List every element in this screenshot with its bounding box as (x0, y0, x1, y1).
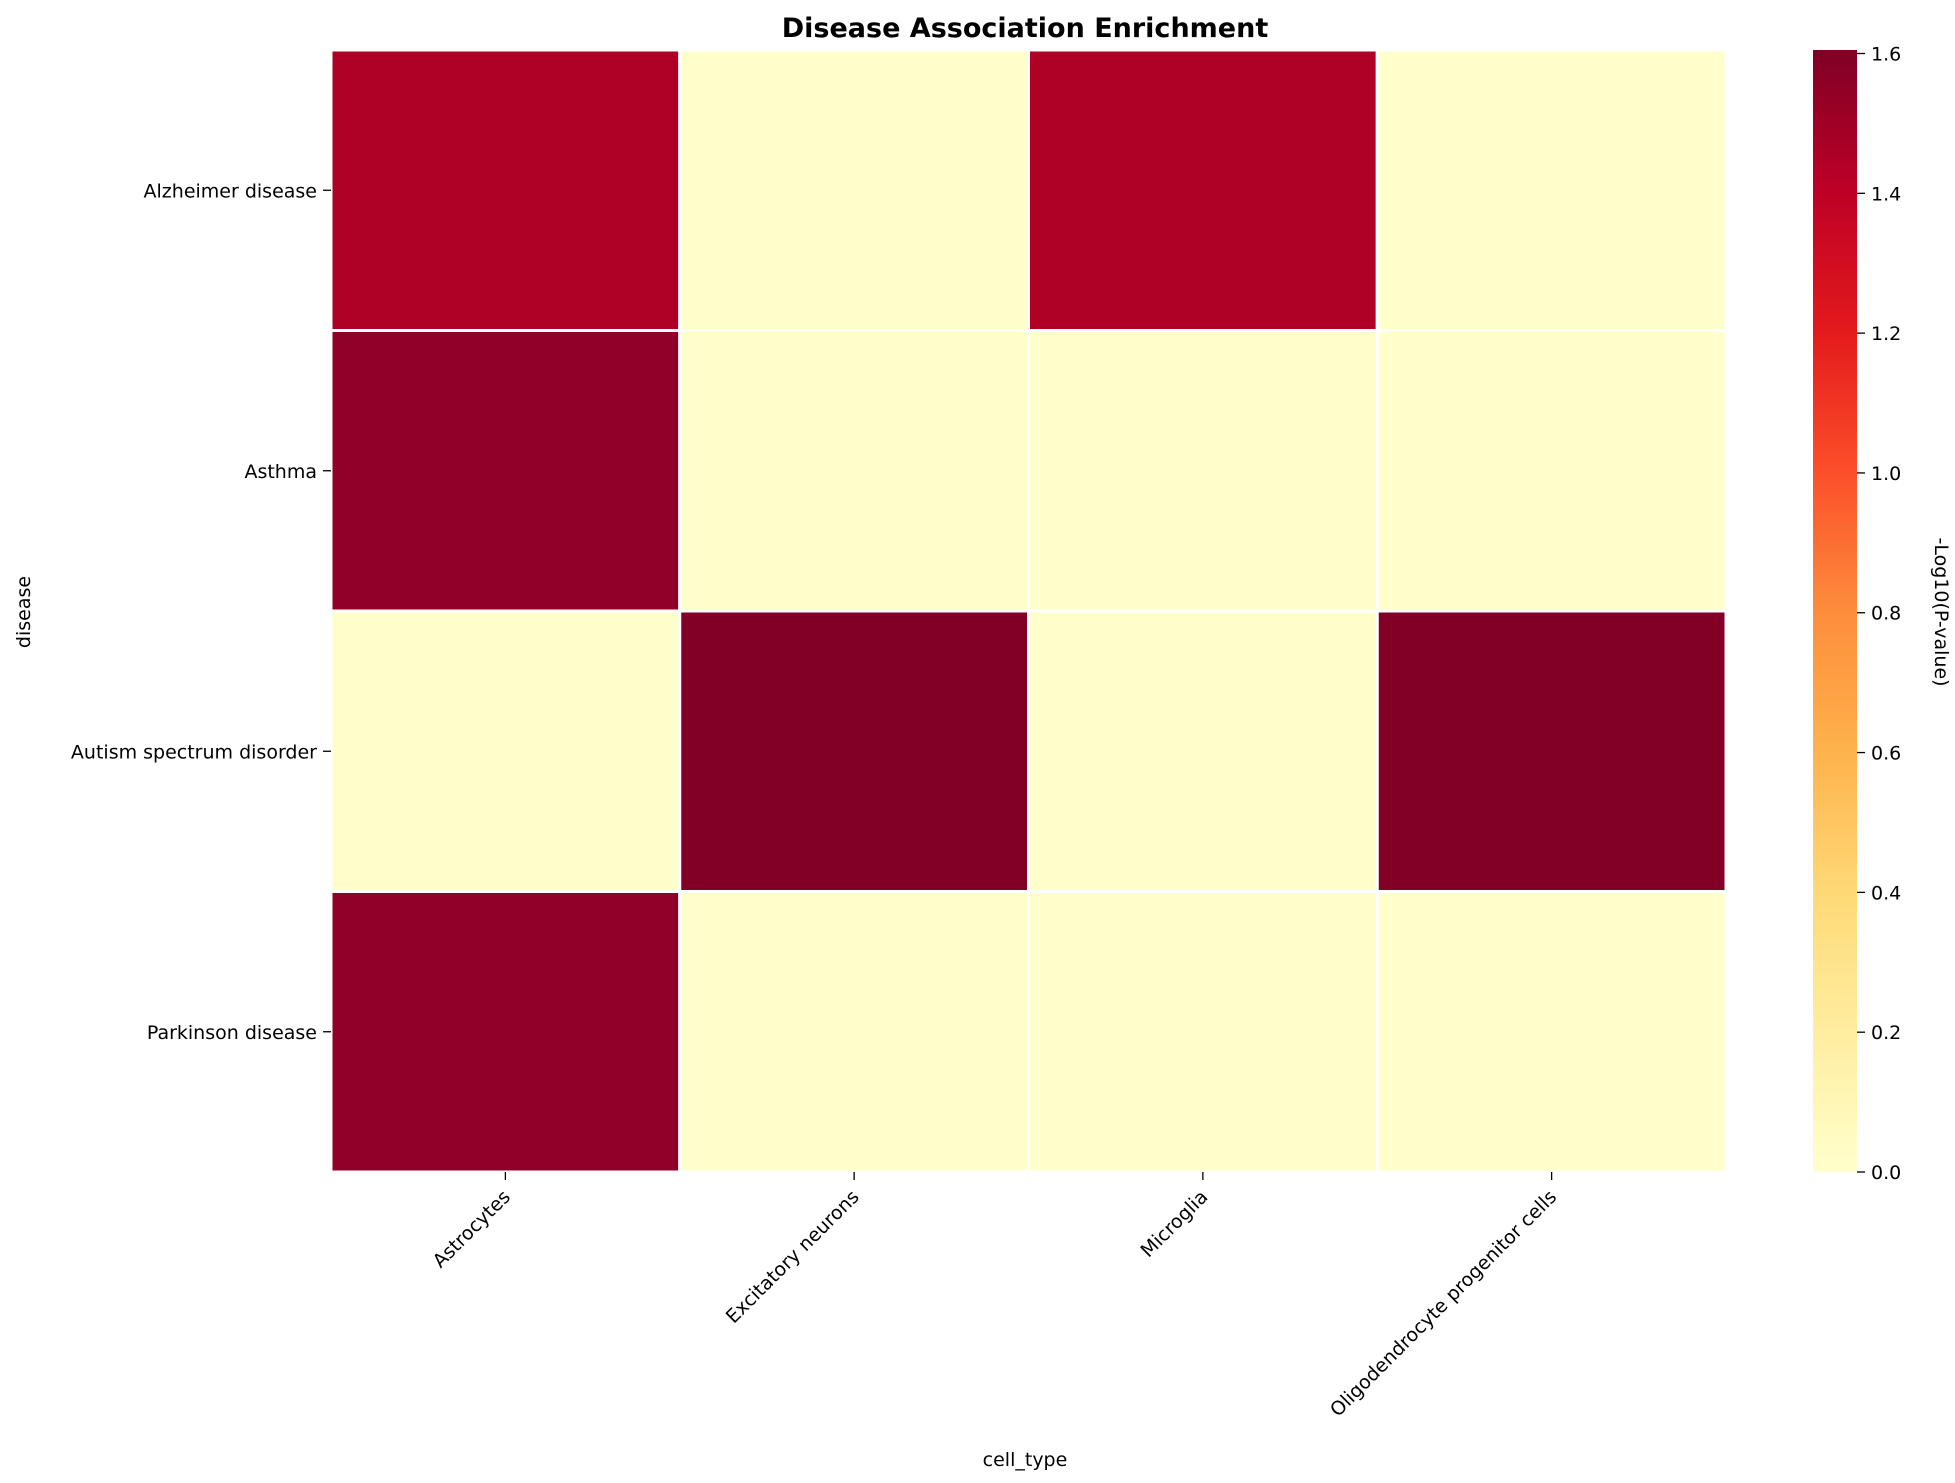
y-axis-ticks: Alzheimer disease Asthma Autism spectrum d… (71, 180, 331, 1044)
heatmap-cell (1375, 890, 1728, 1174)
y-tick-label: Parkinson disease (147, 1022, 317, 1044)
y-tick-label: Alzheimer disease (144, 180, 317, 202)
heatmap-cell (678, 48, 1030, 332)
y-tick-label: Autism spectrum disorder (71, 741, 317, 763)
y-axis-label: disease (13, 576, 35, 648)
heatmap-cell (1027, 609, 1379, 893)
heatmap-cell (1375, 609, 1728, 893)
heatmap-cell (1027, 48, 1379, 332)
colorbar-tick-label: 0.2 (1871, 1022, 1901, 1044)
chart-title: Disease Association Enrichment (782, 13, 1269, 44)
colorbar-tick-label: 0.6 (1871, 743, 1901, 765)
heatmap-cell (329, 48, 682, 332)
x-tick-label: Astrocytes (429, 1186, 515, 1272)
colorbar-tick-label: 1.6 (1871, 43, 1901, 65)
heatmap-cell (1375, 329, 1728, 613)
x-axis-label: cell_type (983, 1449, 1068, 1471)
heatmap-cell (678, 609, 1030, 893)
heatmap-cell (1027, 890, 1379, 1174)
x-tick-label: Excitatory neurons (722, 1186, 864, 1328)
heatmap-cells (329, 48, 1728, 1174)
heatmap-cell (329, 329, 682, 613)
heatmap-cell (1027, 329, 1379, 613)
colorbar-tick-label: 1.4 (1871, 183, 1901, 205)
x-axis-ticks: Astrocytes Excitatory neurons Microglia Oli… (429, 1172, 1561, 1421)
heatmap-cell (1375, 48, 1728, 332)
colorbar-tick-label: 1.2 (1871, 323, 1901, 345)
y-tick-label: Asthma (244, 461, 317, 483)
heatmap-cell (329, 609, 682, 893)
colorbar-tick-label: 1.0 (1871, 463, 1901, 485)
colorbar-label: -Log10(P-value) (1930, 537, 1952, 686)
colorbar-tick-label: 0.8 (1871, 603, 1901, 625)
x-tick-label: Microglia (1136, 1186, 1212, 1262)
heatmap-cell (678, 329, 1030, 613)
colorbar-tick-label: 0.0 (1871, 1162, 1901, 1184)
heatmap-cell (678, 890, 1030, 1174)
colorbar-tick-label: 0.4 (1871, 882, 1901, 904)
heatmap-cell (329, 890, 682, 1174)
x-tick-label: Oligodendrocyte progenitor cells (1326, 1186, 1561, 1421)
colorbar-gradient (1813, 50, 1857, 1172)
colorbar: 0.0 0.2 0.4 0.6 0.8 1.0 1.2 1.4 1.6 (1813, 43, 1901, 1184)
